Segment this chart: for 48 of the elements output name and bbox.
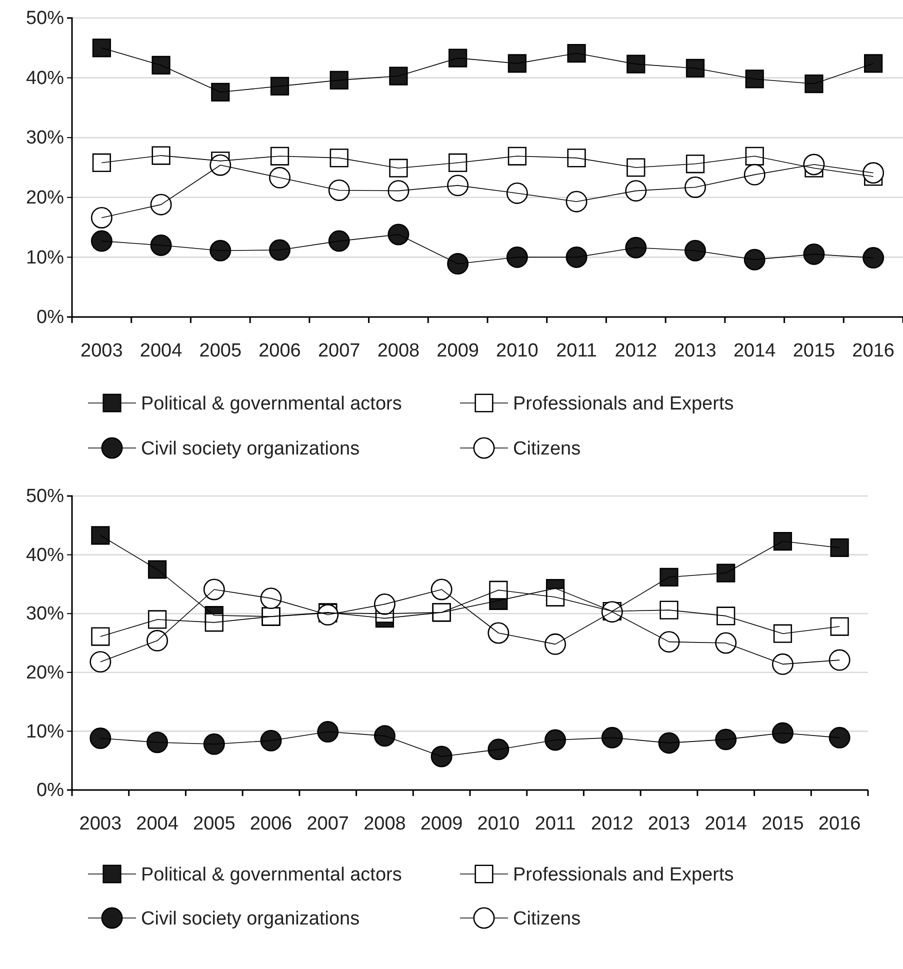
legend-label: Citizens	[513, 908, 581, 930]
legend-label: Professionals and Experts	[513, 394, 734, 415]
x-tick-label: 2003	[79, 813, 122, 834]
x-tick-label: 2011	[534, 813, 576, 834]
legend-label: Civil society organizations	[141, 438, 360, 460]
x-tick-label: 2010	[477, 813, 520, 834]
x-tick-label: 2004	[140, 340, 183, 362]
x-tick-label: 2016	[852, 340, 894, 362]
y-tick-label: 0%	[36, 307, 64, 328]
y-tick-label: 20%	[26, 662, 64, 684]
y-tick-label: 30%	[26, 128, 64, 149]
x-tick-label: 2015	[762, 813, 804, 834]
x-tick-label: 2013	[648, 813, 690, 834]
x-tick-label: 2004	[136, 813, 179, 834]
x-tick-label: 2005	[193, 813, 236, 834]
x-tick-label: 2015	[792, 340, 836, 362]
x-tick-label: 2007	[318, 340, 360, 362]
x-tick-label: 2013	[674, 340, 716, 362]
legend-label: Political & governmental actors	[141, 864, 402, 886]
x-tick-label: 2005	[199, 340, 242, 362]
y-tick-label: 30%	[26, 604, 64, 625]
x-tick-label: 2003	[80, 340, 123, 362]
y-tick-label: 50%	[26, 8, 64, 30]
legend-label: Citizens	[513, 438, 581, 460]
y-tick-label: 10%	[26, 721, 64, 742]
x-tick-label: 2006	[250, 813, 292, 834]
x-tick-label: 2011	[556, 340, 597, 362]
x-tick-label: 2014	[704, 813, 748, 834]
y-tick-label: 0%	[36, 780, 64, 802]
x-tick-label: 2012	[614, 340, 658, 362]
x-tick-label: 2008	[377, 340, 420, 362]
y-tick-label: 10%	[26, 247, 64, 268]
y-tick-label: 40%	[26, 68, 64, 89]
x-tick-label: 2007	[306, 813, 349, 834]
y-tick-label: 20%	[26, 187, 64, 208]
x-tick-label: 2006	[258, 340, 301, 362]
x-tick-label: 2016	[818, 813, 861, 834]
y-tick-label: 50%	[26, 486, 64, 508]
legend-label: Professionals and Experts	[513, 864, 734, 886]
x-tick-label: 2009	[436, 340, 479, 362]
y-tick-label: 40%	[26, 544, 64, 566]
legend-label: Political & governmental actors	[141, 394, 402, 415]
legend-label: Civil society organizations	[141, 908, 360, 930]
x-tick-label: 2014	[733, 340, 776, 362]
x-tick-label: 2009	[420, 813, 463, 834]
x-tick-label: 2012	[591, 813, 634, 834]
x-tick-label: 2008	[364, 813, 406, 834]
x-tick-label: 2010	[496, 340, 538, 362]
